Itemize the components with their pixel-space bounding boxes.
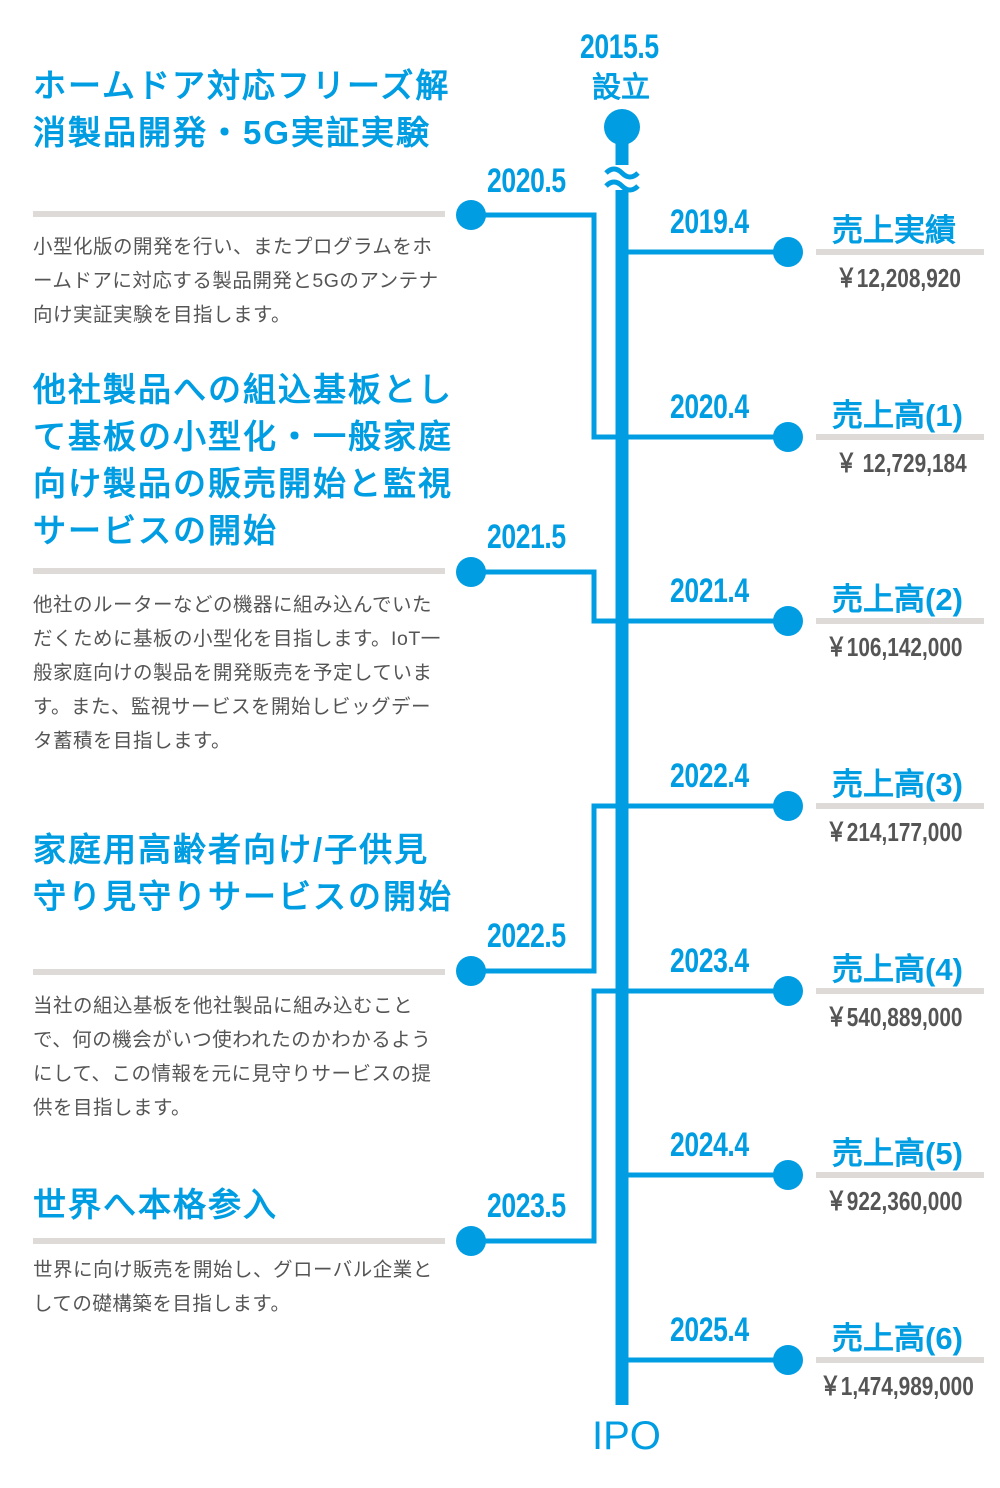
sales-amount: ￥106,142,000 [826,632,963,662]
right-year: 2022.4 [670,757,749,795]
sales-amount: ￥ 12,729,184 [836,448,967,478]
event-body: 小型化版の開発を行い、またプログラムをホームドアに対応する製品開発と5Gのアンテ… [33,236,439,326]
milestone-dot [456,557,486,587]
divider [816,434,984,440]
milestone-dot [773,791,803,821]
event-body: 当社の組込基板を他社製品に組み込むことで、何の機会がいつ使われたのかわかるように… [33,995,432,1119]
left-year: 2022.5 [487,917,566,955]
end-label: IPO [592,1414,661,1458]
sales-amount: ￥214,177,000 [826,817,963,847]
sales-amount: ￥540,889,000 [826,1002,963,1032]
sales-amount: ￥12,208,920 [836,263,961,293]
start-year: 2015.5 [580,28,659,66]
divider [33,1238,445,1244]
milestone-dot [773,237,803,267]
left-year: 2023.5 [487,1187,566,1225]
milestone-dot [773,1345,803,1375]
milestone-dot [773,1160,803,1190]
sales-title: 売上高(1) [832,398,963,433]
sales-title: 売上高(6) [832,1321,963,1356]
milestone-dot [773,976,803,1006]
event-body: 世界に向け販売を開始し、グローバル企業としての礎構築を目指します。 [33,1259,433,1315]
divider [33,211,445,217]
sales-amount: ￥1,474,989,000 [820,1371,974,1401]
divider [816,618,984,624]
event-title: 世界へ本格参入 [33,1186,278,1223]
sales-title: 売上高(4) [832,952,963,987]
right-year: 2024.4 [670,1126,749,1164]
sales-title: 売上高(3) [832,767,963,802]
event-title: 他社製品への組込基板として基板の小型化・一般家庭向け製品の販売開始と監視サービス… [33,371,453,549]
event-title: ホームドア対応フリーズ解消製品開発・5G実証実験 [33,67,451,151]
sales-title: 売上高(2) [832,582,963,617]
right-year: 2025.4 [670,1311,749,1349]
milestone-dot [456,1226,486,1256]
sales-title: 売上高(5) [832,1136,963,1171]
start-pin-icon [604,109,640,145]
divider [816,803,984,809]
divider [816,988,984,994]
break-wave-icon [604,166,640,193]
divider [33,969,445,975]
sales-amount: ￥922,360,000 [826,1186,963,1216]
divider [816,249,984,255]
divider [33,568,445,574]
right-year: 2021.4 [670,572,749,610]
left-year: 2021.5 [487,518,566,556]
right-connectors [622,249,788,1363]
milestone-dot [773,606,803,636]
right-year: 2023.4 [670,942,749,980]
left-year: 2020.5 [487,162,566,200]
right-year: 2019.4 [670,203,749,241]
sales-title: 売上実績 [832,213,956,248]
left-connectors [471,212,622,1244]
divider [816,1357,984,1363]
right-year: 2020.4 [670,388,749,426]
milestone-dot [773,422,803,452]
divider [816,1172,984,1178]
start-label: 設立 [592,72,651,104]
event-body: 他社のルーターなどの機器に組み込んでいただくために基板の小型化を目指します。Io… [33,594,441,752]
milestone-dot [456,956,486,986]
event-title: 家庭用高齢者向け/子供見守り見守りサービスの開始 [33,831,453,915]
milestone-dot [456,200,486,230]
